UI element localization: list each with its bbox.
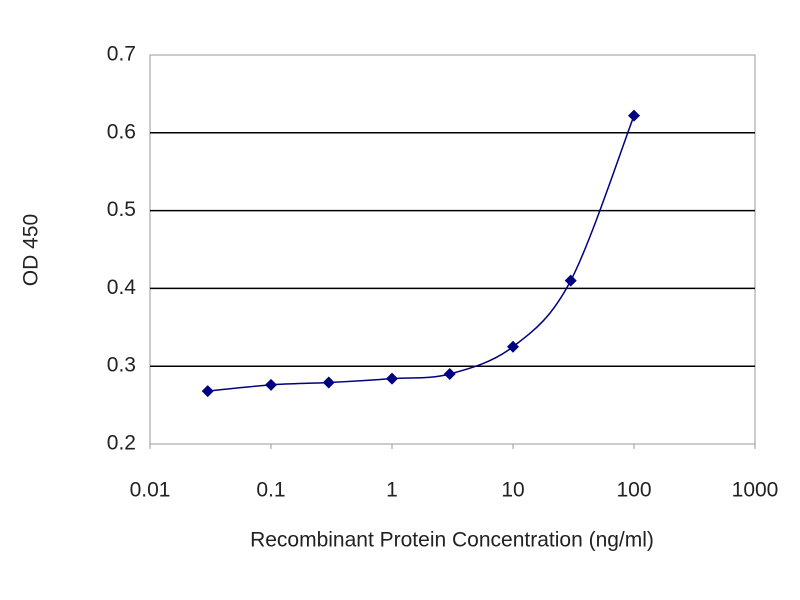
y-tick-label: 0.2 xyxy=(107,432,136,455)
y-tick-label: 0.5 xyxy=(107,198,136,221)
data-point xyxy=(443,367,456,380)
x-tick-label: 1 xyxy=(386,479,398,502)
x-tick-label: 10 xyxy=(501,479,524,502)
x-tick-label: 1000 xyxy=(732,479,779,502)
data-point xyxy=(564,274,577,287)
series-line xyxy=(207,115,635,392)
y-tick-label: 0.6 xyxy=(107,120,136,143)
data-point xyxy=(628,109,640,122)
y-axis-label: OD 450 xyxy=(20,214,43,286)
x-tick-label: 0.01 xyxy=(130,479,171,502)
data-point xyxy=(507,340,519,353)
plot-area xyxy=(149,54,756,445)
x-tick-label: 0.1 xyxy=(256,479,285,502)
data-point xyxy=(265,378,277,391)
data-point xyxy=(201,385,214,398)
data-point xyxy=(386,372,398,385)
y-tick-label: 0.3 xyxy=(107,354,136,377)
data-point xyxy=(322,376,335,389)
y-tick-label: 0.4 xyxy=(107,276,137,299)
x-tick-label: 100 xyxy=(616,479,651,502)
x-axis-label: Recombinant Protein Concentration (ng/ml… xyxy=(250,529,654,552)
y-tick-label: 0.7 xyxy=(107,43,136,66)
